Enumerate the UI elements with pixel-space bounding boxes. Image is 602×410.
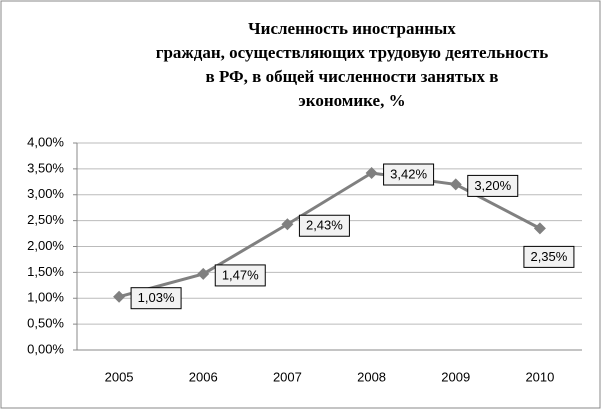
y-tick-label: 1,50%	[27, 264, 64, 279]
data-label: 3,20%	[474, 178, 511, 193]
chart-title: Численность иностранных	[248, 19, 456, 38]
data-label-box	[523, 245, 575, 268]
data-label-box	[214, 264, 266, 287]
x-tick-label: 2006	[189, 369, 218, 384]
x-tick-label: 2009	[441, 369, 470, 384]
data-marker	[449, 178, 462, 191]
chart-title: в РФ, в общей численности занятых в	[206, 67, 499, 86]
data-label: 1,03%	[138, 290, 175, 305]
x-tick-label: 2010	[525, 369, 554, 384]
data-label-box	[383, 163, 435, 186]
y-tick-label: 0,50%	[27, 316, 64, 331]
data-label: 2,35%	[530, 249, 567, 264]
x-tick-label: 2007	[273, 369, 302, 384]
data-label: 3,42%	[390, 166, 427, 181]
data-marker	[365, 167, 378, 180]
y-tick-label: 4,00%	[27, 134, 64, 149]
data-label-box	[130, 287, 182, 310]
data-marker	[281, 218, 294, 231]
chart-title: граждан, осуществляющих трудовую деятель…	[156, 43, 548, 62]
x-tick-label: 2005	[105, 369, 134, 384]
data-label-box	[467, 174, 519, 197]
y-tick-label: 1,00%	[27, 290, 64, 305]
data-label: 1,47%	[222, 267, 259, 282]
data-marker	[533, 222, 546, 235]
data-label-box	[298, 214, 350, 237]
y-tick-label: 2,00%	[27, 238, 64, 253]
chart-title: экономике, %	[298, 91, 405, 110]
y-tick-label: 2,50%	[27, 212, 64, 227]
data-label: 2,43%	[306, 218, 343, 233]
data-marker	[197, 267, 210, 280]
y-tick-label: 3,00%	[27, 186, 64, 201]
x-tick-label: 2008	[357, 369, 386, 384]
y-tick-label: 0,00%	[27, 341, 64, 356]
data-marker	[113, 290, 126, 303]
y-tick-label: 3,50%	[27, 160, 64, 175]
